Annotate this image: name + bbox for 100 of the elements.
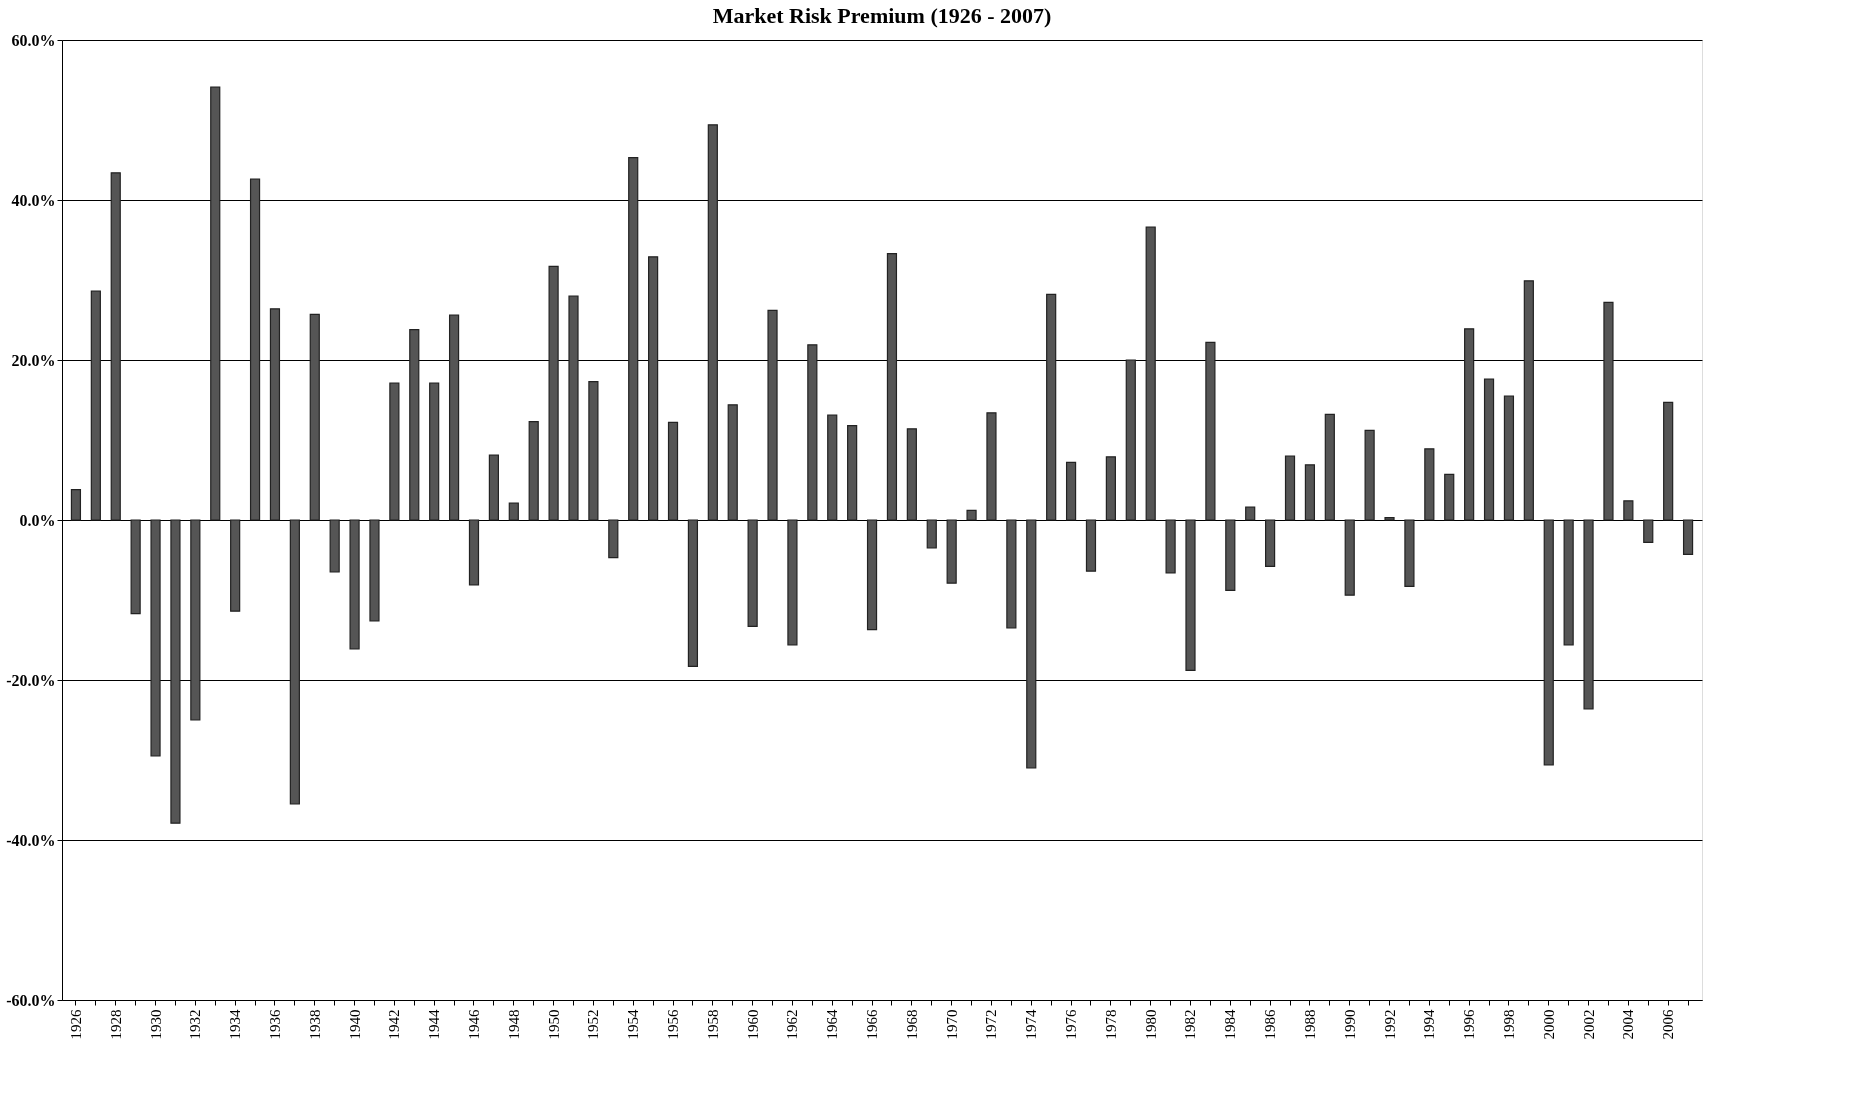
x-tick-label: 1942 — [386, 1009, 403, 1040]
bar — [1006, 519, 1017, 629]
bar — [886, 253, 898, 521]
x-tick-label: 1984 — [1222, 1009, 1239, 1040]
x-tick-label: 1972 — [983, 1009, 1000, 1040]
x-tick-label: 2006 — [1660, 1009, 1677, 1040]
bar — [648, 256, 659, 521]
bar — [1603, 301, 1614, 521]
bar — [488, 454, 499, 521]
x-tick-label: 1974 — [1023, 1009, 1040, 1040]
bar — [1404, 519, 1415, 587]
x-tick-label: 1948 — [505, 1009, 522, 1040]
x-tick-label: 1982 — [1182, 1009, 1199, 1040]
x-tick-label: 2004 — [1620, 1009, 1637, 1040]
bar — [1205, 341, 1216, 521]
bar — [230, 519, 241, 612]
x-tick-label: 1928 — [107, 1009, 124, 1040]
bar — [289, 519, 300, 805]
x-tick-label: 2002 — [1580, 1009, 1597, 1040]
bar — [747, 519, 758, 627]
bar — [1543, 519, 1554, 766]
bar — [389, 382, 400, 521]
bar — [1364, 429, 1375, 521]
y-tick-label: 40.0% — [11, 191, 56, 209]
x-tick-label: 1976 — [1063, 1009, 1080, 1040]
bar — [1523, 280, 1534, 521]
bar — [70, 489, 82, 521]
bar — [309, 313, 320, 521]
bar — [827, 414, 838, 521]
bar — [1583, 519, 1594, 710]
bar — [1085, 519, 1097, 572]
bar — [210, 86, 221, 521]
bar — [150, 519, 161, 757]
bar — [1165, 519, 1176, 574]
bar — [110, 172, 121, 521]
x-tick-label: 1938 — [306, 1009, 323, 1040]
bar — [767, 309, 778, 521]
bar — [1444, 473, 1455, 521]
bar — [90, 290, 101, 521]
x-tick-label: 1926 — [67, 1009, 84, 1040]
bar — [1483, 378, 1495, 521]
bar — [707, 124, 718, 521]
x-tick-label: 2000 — [1540, 1009, 1557, 1040]
bar — [1125, 359, 1136, 521]
bar — [568, 295, 579, 521]
x-tick-label: 1940 — [346, 1009, 363, 1040]
x-tick-label: 1980 — [1142, 1009, 1159, 1040]
bar — [170, 519, 181, 824]
bar — [1046, 293, 1057, 521]
bar — [369, 519, 380, 622]
x-tick-label: 1986 — [1262, 1009, 1279, 1040]
x-tick-label: 1958 — [704, 1009, 721, 1040]
bar — [667, 421, 679, 521]
bar — [1464, 328, 1475, 521]
bar — [1503, 395, 1515, 521]
x-tick-label: 1944 — [426, 1009, 443, 1040]
bar — [468, 519, 480, 586]
bar — [1145, 226, 1156, 521]
bar — [1384, 517, 1395, 521]
x-tick-label: 1950 — [545, 1009, 562, 1040]
x-tick-label: 1930 — [147, 1009, 164, 1040]
bar — [847, 425, 858, 521]
bar — [548, 265, 559, 521]
bar — [608, 519, 619, 559]
bar — [429, 382, 440, 521]
bar — [986, 412, 997, 521]
y-tick-label: -60.0% — [6, 991, 56, 1009]
bar — [1026, 519, 1037, 769]
x-tick-label: 1978 — [1102, 1009, 1119, 1040]
x-tick-label: 1934 — [227, 1009, 244, 1040]
x-tick-label: 1960 — [744, 1009, 761, 1040]
x-tick-label: 1968 — [903, 1009, 920, 1040]
x-tick-label: 1994 — [1421, 1009, 1438, 1040]
bar — [1225, 519, 1236, 591]
x-tick-label: 1970 — [943, 1009, 960, 1040]
bar — [1563, 519, 1574, 646]
bar — [249, 178, 261, 521]
x-tick-label: 1936 — [266, 1009, 283, 1040]
chart-title: Market Risk Premium (1926 - 2007) — [712, 3, 1052, 28]
bar — [448, 314, 460, 521]
bar — [1344, 519, 1355, 596]
bar — [866, 519, 878, 631]
bar — [1424, 448, 1435, 521]
bar — [1623, 500, 1634, 521]
x-tick-label: 1966 — [864, 1009, 881, 1040]
bar — [1065, 461, 1077, 521]
bar — [1324, 413, 1335, 521]
x-tick-label: 1996 — [1461, 1009, 1478, 1040]
x-tick-label: 1988 — [1301, 1009, 1318, 1040]
bar — [588, 381, 599, 521]
bar — [1105, 456, 1116, 521]
x-tick-label: 1990 — [1341, 1009, 1358, 1040]
bar — [409, 329, 420, 521]
bar — [349, 519, 360, 650]
bar — [1663, 401, 1674, 521]
bar — [1245, 506, 1256, 521]
bar — [906, 428, 917, 521]
x-tick-label: 1954 — [625, 1009, 642, 1040]
bar — [508, 502, 519, 521]
x-tick-label: 1998 — [1500, 1009, 1517, 1040]
